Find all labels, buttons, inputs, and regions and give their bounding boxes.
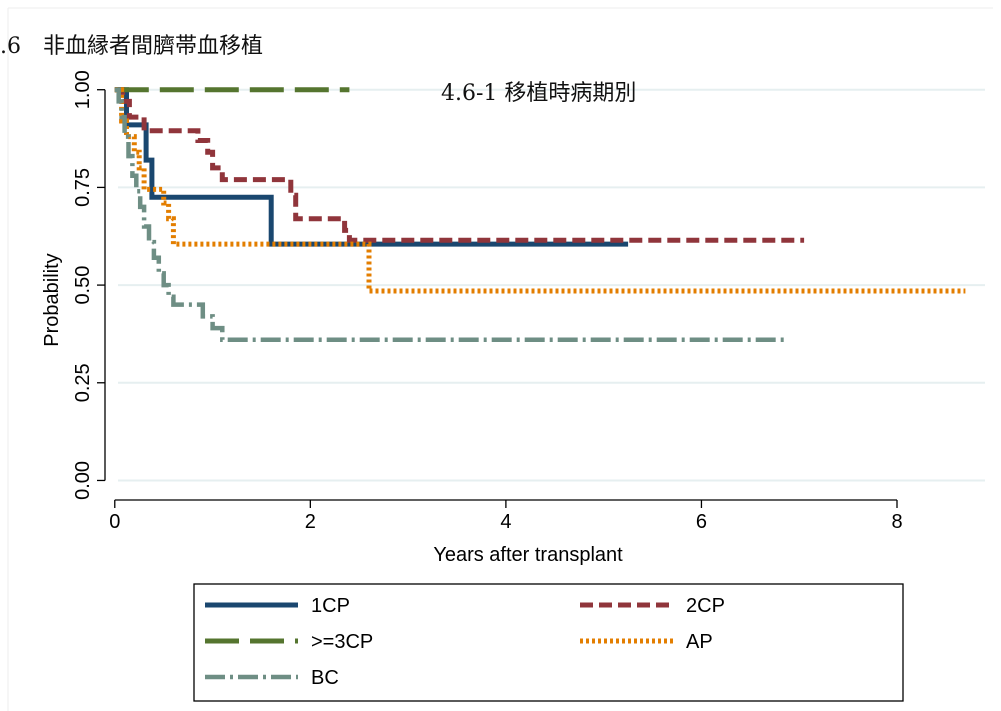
y-tick-label-2: 0.50 bbox=[72, 266, 94, 305]
axes: 0.00 0.25 0.50 0.75 1.00 0 2 4 6 8 bbox=[72, 70, 903, 533]
y-tick-label-1: 0.25 bbox=[72, 363, 94, 402]
chart-subtitle: 4.6-1 移植時病期別 bbox=[441, 81, 636, 106]
series-line-1CP-0 bbox=[114, 87, 629, 247]
series-line-BC-4 bbox=[114, 87, 785, 343]
legend-label-4: BC bbox=[311, 667, 339, 689]
x-tick-label-2: 4 bbox=[500, 511, 511, 533]
legend-label-0: 1CP bbox=[311, 595, 350, 617]
series-line-2CP-1 bbox=[114, 87, 805, 243]
y-tick-label-4: 1.00 bbox=[72, 70, 94, 109]
x-tick-label-3: 6 bbox=[696, 511, 707, 533]
x-tick-label-4: 8 bbox=[891, 511, 902, 533]
x-tick-label-0: 0 bbox=[109, 511, 120, 533]
y-tick-label-3: 0.75 bbox=[72, 168, 94, 207]
x-tick-label-1: 2 bbox=[305, 511, 316, 533]
legend-label-2: >=3CP bbox=[311, 631, 373, 653]
legend: 1CP 2CP >=3CP AP BC bbox=[193, 583, 904, 702]
legend-box bbox=[193, 583, 904, 702]
y-axis-label: Probability bbox=[41, 253, 63, 346]
legend-label-1: 2CP bbox=[686, 595, 725, 617]
x-axis-label: Years after transplant bbox=[433, 544, 623, 566]
legend-label-3: AP bbox=[686, 631, 713, 653]
section-title: .6 非血縁者間臍帯血移植 bbox=[0, 34, 263, 59]
y-tick-label-0: 0.00 bbox=[72, 461, 94, 500]
series-layer bbox=[114, 87, 966, 343]
